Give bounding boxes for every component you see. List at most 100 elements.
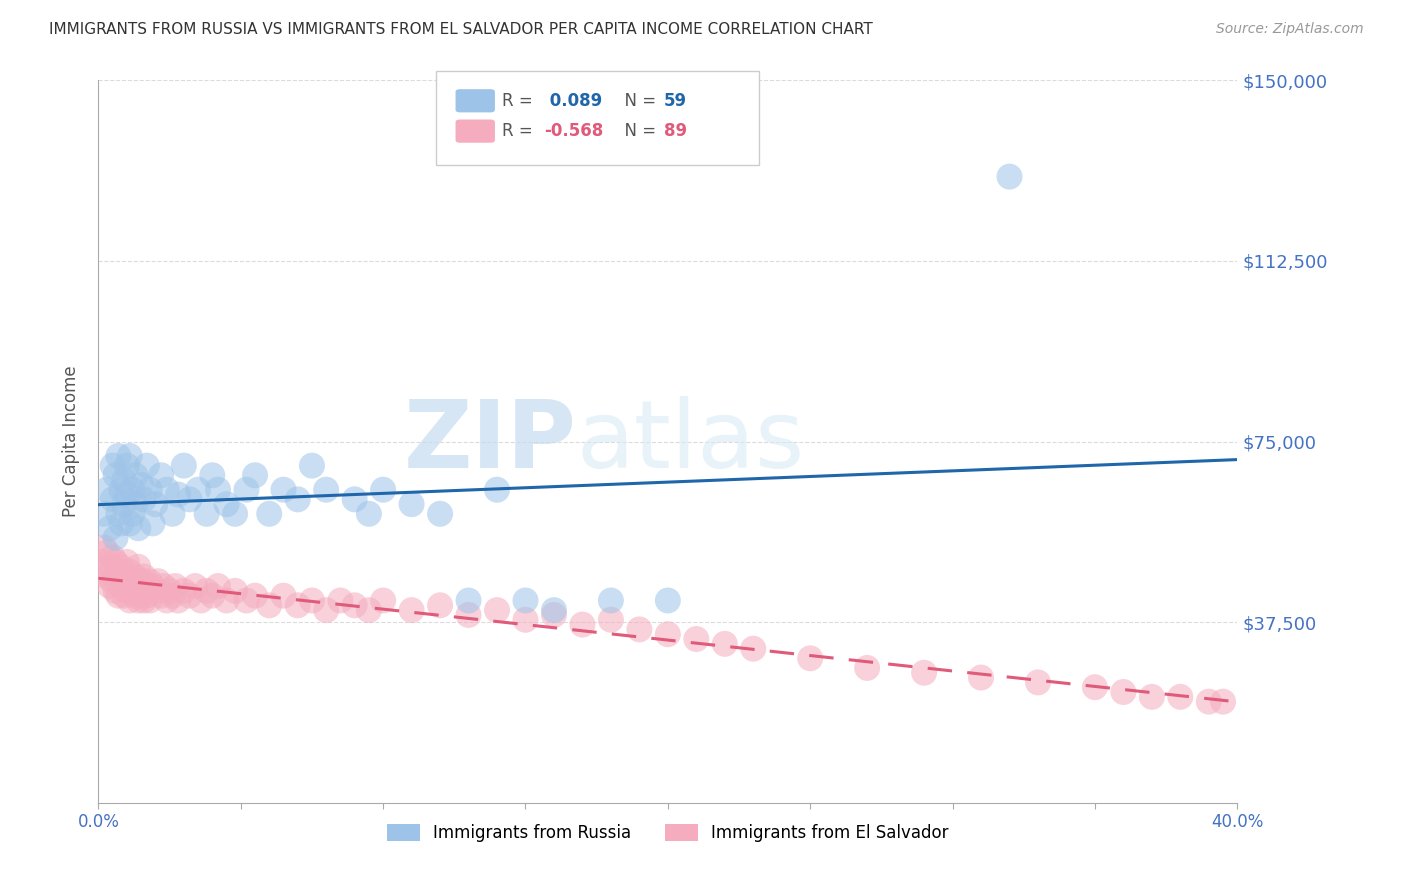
Point [110,483,132,497]
Point [112,589,135,603]
Point [118,449,141,463]
Point [515,593,537,607]
Point [173,458,195,473]
Point [101,458,124,473]
Point [93,541,115,555]
Point [138,574,160,589]
Point [373,593,395,607]
Point [343,492,366,507]
Point [124,468,146,483]
Point [115,487,138,501]
Point [162,507,184,521]
Point [110,559,132,574]
Text: R =: R = [502,122,538,140]
Point [138,593,160,607]
Text: R =: R = [502,92,538,110]
Point [121,574,143,589]
Point [301,593,323,607]
Point [429,599,451,613]
Point [315,483,337,497]
Point [132,569,155,583]
Point [224,507,246,521]
Point [104,555,127,569]
Point [101,574,124,589]
Point [118,516,141,531]
Point [1170,690,1192,704]
Point [90,555,112,569]
Text: atlas: atlas [576,395,806,488]
Point [115,555,138,569]
Point [121,483,143,497]
Point [124,569,146,583]
Point [912,665,935,680]
Point [215,497,238,511]
Point [970,671,993,685]
Point [127,593,149,607]
Point [195,583,218,598]
Point [373,483,395,497]
Point [121,583,143,598]
Point [273,483,295,497]
Point [1198,695,1220,709]
Point [101,492,124,507]
Point [457,607,479,622]
Point [138,483,160,497]
Point [1212,695,1234,709]
Point [159,583,181,598]
Point [162,589,184,603]
Point [112,497,135,511]
Y-axis label: Per Capita Income: Per Capita Income [62,366,80,517]
Point [132,593,155,607]
Point [124,497,146,511]
Point [190,593,212,607]
Point [287,492,309,507]
Point [600,613,623,627]
Point [685,632,707,646]
Point [96,483,118,497]
Point [173,583,195,598]
Point [543,603,565,617]
Point [98,579,121,593]
Point [207,483,229,497]
Point [153,579,176,593]
Point [112,569,135,583]
Text: Source: ZipAtlas.com: Source: ZipAtlas.com [1216,22,1364,37]
Point [856,661,879,675]
Point [657,627,679,641]
Point [127,559,149,574]
Point [110,579,132,593]
Point [150,589,173,603]
Point [357,507,380,521]
Text: 59: 59 [664,92,686,110]
Text: -0.568: -0.568 [544,122,603,140]
Point [657,593,679,607]
Point [287,599,309,613]
Point [571,617,593,632]
Text: N =: N = [614,122,662,140]
Point [129,574,152,589]
Point [148,574,170,589]
Point [187,483,209,497]
Point [329,593,352,607]
Point [107,507,129,521]
Point [235,593,257,607]
Point [104,583,127,598]
Point [315,603,337,617]
Point [96,569,118,583]
Point [135,458,157,473]
Point [543,607,565,622]
Point [150,468,173,483]
Point [135,589,157,603]
Point [179,589,201,603]
Point [124,589,146,603]
Point [141,516,163,531]
Point [998,169,1021,184]
Point [165,579,187,593]
Point [118,565,141,579]
Point [129,478,152,492]
Point [107,449,129,463]
Point [96,545,118,559]
Point [1026,675,1049,690]
Point [195,507,218,521]
Point [167,593,190,607]
